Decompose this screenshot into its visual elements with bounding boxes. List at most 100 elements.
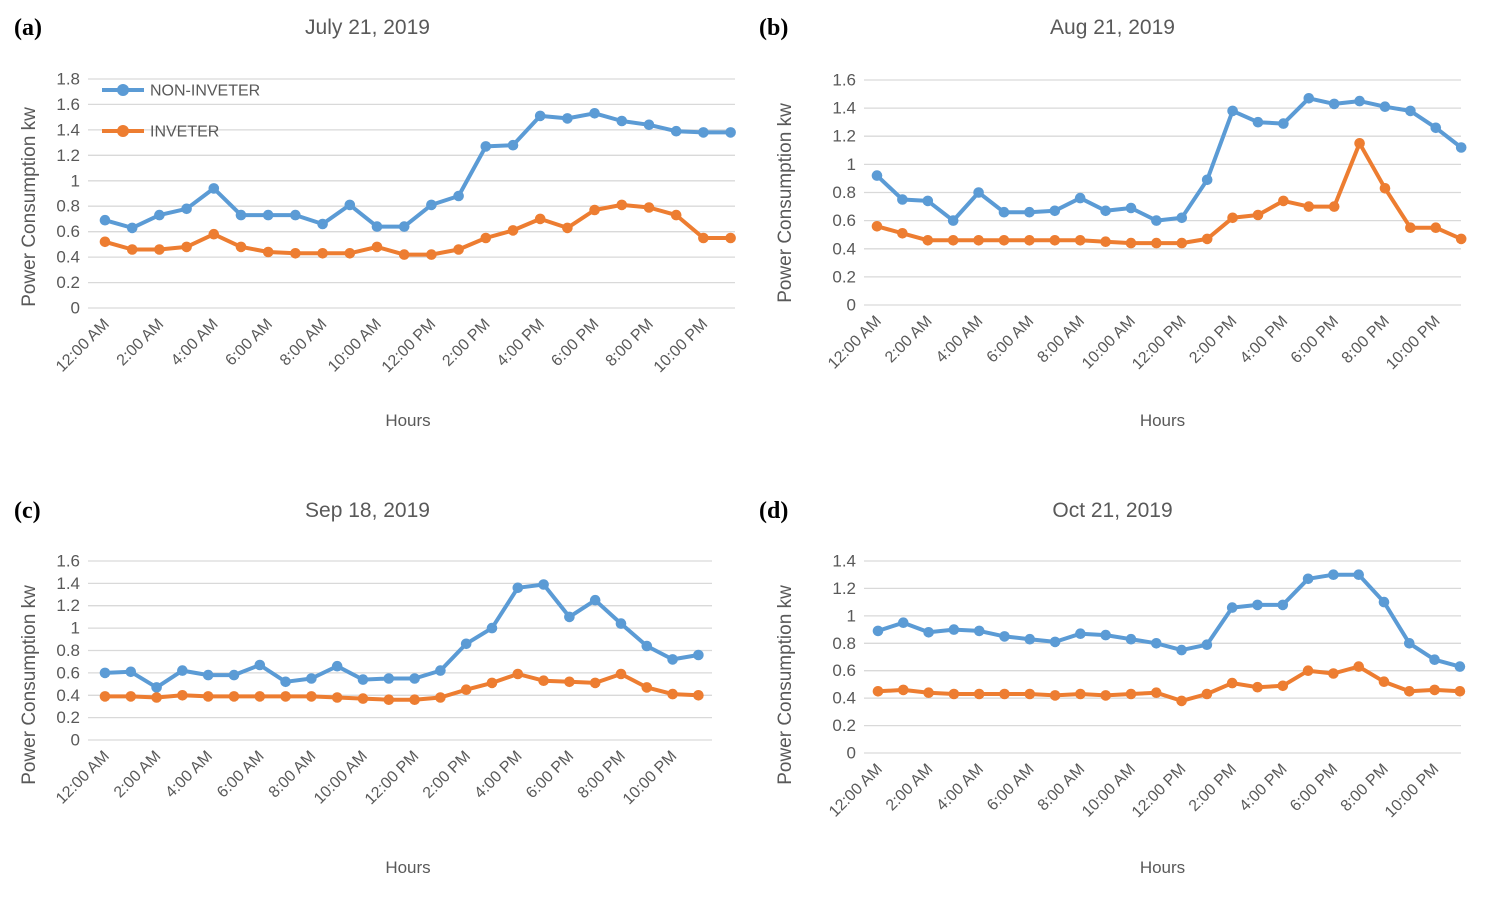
data-point-non-inveter bbox=[1024, 633, 1036, 645]
x-tick-label: 12:00 PM bbox=[1129, 761, 1189, 821]
data-point-inveter bbox=[698, 232, 709, 244]
data-point-non-inveter bbox=[615, 618, 627, 629]
y-tick-label: 1.6 bbox=[56, 95, 80, 114]
x-tick-label: 12:00 AM bbox=[826, 761, 886, 821]
data-point-non-inveter bbox=[872, 625, 884, 637]
data-point-inveter bbox=[998, 235, 1010, 246]
panel-letter: (d) bbox=[759, 498, 789, 524]
line-chart-d: 00.20.40.60.811.21.412:00 AM2:00 AM4:00 … bbox=[826, 552, 1466, 821]
data-point-inveter bbox=[923, 687, 934, 698]
data-point-inveter bbox=[562, 222, 573, 234]
data-point-non-inveter bbox=[1201, 639, 1213, 650]
data-point-inveter bbox=[667, 688, 678, 700]
data-point-non-inveter bbox=[154, 209, 165, 221]
x-tick-label: 2:00 AM bbox=[111, 748, 165, 802]
data-point-non-inveter bbox=[177, 665, 188, 676]
data-point-non-inveter bbox=[538, 579, 549, 590]
data-point-inveter bbox=[1024, 688, 1036, 700]
x-tick-label: 12:00 AM bbox=[825, 313, 885, 373]
data-point-non-inveter bbox=[357, 674, 369, 685]
data-point-inveter bbox=[1353, 661, 1364, 672]
x-tick-label: 10:00 AM bbox=[325, 316, 385, 376]
data-point-non-inveter bbox=[290, 209, 301, 221]
x-tick-label: 4:00 AM bbox=[933, 761, 987, 815]
x-axis-label: Hours bbox=[385, 411, 431, 430]
data-point-non-inveter bbox=[228, 669, 240, 681]
data-point-inveter bbox=[1226, 677, 1238, 689]
data-point-inveter bbox=[589, 677, 601, 689]
data-point-inveter bbox=[615, 668, 627, 680]
data-point-non-inveter bbox=[999, 631, 1010, 642]
panel-letter: (c) bbox=[14, 498, 41, 524]
series-line-inveter bbox=[875, 141, 1464, 246]
data-point-inveter bbox=[872, 686, 884, 697]
y-tick-label: 0.4 bbox=[832, 689, 856, 708]
data-point-non-inveter bbox=[125, 666, 137, 678]
y-tick-label: 0.4 bbox=[56, 248, 80, 267]
data-point-inveter bbox=[383, 694, 395, 705]
data-point-inveter bbox=[1049, 690, 1061, 701]
y-tick-label: 1.2 bbox=[832, 127, 856, 146]
data-point-inveter bbox=[1074, 235, 1086, 246]
data-point-non-inveter bbox=[235, 209, 247, 221]
data-point-non-inveter bbox=[181, 203, 192, 215]
data-point-inveter bbox=[1151, 237, 1162, 249]
data-point-non-inveter bbox=[1379, 101, 1391, 112]
data-point-inveter bbox=[922, 235, 934, 246]
data-point-inveter bbox=[1125, 688, 1137, 700]
data-point-non-inveter bbox=[973, 187, 984, 198]
panel-letter: (b) bbox=[759, 15, 789, 41]
data-point-inveter bbox=[725, 232, 736, 244]
x-tick-label: 4:00 AM bbox=[168, 316, 222, 370]
data-point-non-inveter bbox=[1328, 569, 1339, 580]
data-point-inveter bbox=[202, 691, 214, 702]
x-tick-label: 6:00 AM bbox=[984, 761, 1038, 815]
x-tick-label: 4:00 PM bbox=[1237, 313, 1291, 367]
x-tick-label: 12:00 AM bbox=[53, 748, 113, 808]
data-point-non-inveter bbox=[897, 194, 908, 205]
data-point-inveter bbox=[641, 682, 653, 693]
y-tick-label: 1.8 bbox=[56, 70, 80, 89]
y-axis-label: Power Consumption kw bbox=[775, 585, 796, 785]
data-point-inveter bbox=[1328, 201, 1340, 212]
panel-letter: (a) bbox=[14, 15, 42, 41]
data-point-non-inveter bbox=[1455, 142, 1467, 153]
data-point-non-inveter bbox=[1454, 661, 1466, 672]
data-point-non-inveter bbox=[534, 110, 546, 122]
line-chart-c: 00.20.40.60.811.21.41.612:00 AM2:00 AM4:… bbox=[53, 552, 712, 808]
data-point-non-inveter bbox=[923, 627, 934, 638]
data-point-inveter bbox=[871, 221, 883, 232]
data-point-inveter bbox=[99, 236, 111, 248]
x-tick-label: 12:00 PM bbox=[379, 316, 439, 376]
data-point-non-inveter bbox=[616, 115, 628, 127]
data-point-non-inveter bbox=[1252, 599, 1263, 611]
x-tick-label: 2:00 PM bbox=[439, 316, 493, 370]
data-point-inveter bbox=[254, 691, 266, 702]
chart-title: Oct 21, 2019 bbox=[1052, 499, 1173, 522]
data-point-inveter bbox=[1303, 201, 1315, 212]
data-point-non-inveter bbox=[725, 127, 736, 138]
data-point-inveter bbox=[398, 249, 410, 260]
data-point-non-inveter bbox=[1125, 202, 1137, 214]
data-point-inveter bbox=[344, 248, 356, 259]
data-point-non-inveter bbox=[280, 676, 291, 688]
x-tick-label: 12:00 PM bbox=[362, 748, 422, 808]
y-tick-label: 0.4 bbox=[832, 239, 856, 258]
data-point-non-inveter bbox=[1277, 599, 1289, 611]
y-tick-label: 1 bbox=[71, 619, 80, 638]
data-point-inveter bbox=[1252, 681, 1263, 693]
data-point-inveter bbox=[999, 688, 1010, 700]
data-point-non-inveter bbox=[480, 141, 492, 152]
panel-d: 0 0.2 0.4 0.6 0.8 1 1.2 1.4 12:00 AM 2:00 AM 4:00 … bbox=[745, 449, 1490, 897]
chart-title: July 21, 2019 bbox=[305, 16, 430, 39]
data-point-non-inveter bbox=[1378, 596, 1390, 608]
y-tick-label: 0 bbox=[847, 296, 856, 315]
data-point-inveter bbox=[534, 213, 546, 225]
line-chart-b: 00.20.40.60.811.21.41.612:00 AM2:00 AM4:… bbox=[825, 71, 1467, 373]
data-point-non-inveter bbox=[1328, 98, 1340, 110]
data-point-inveter bbox=[947, 235, 959, 246]
y-axis-label: Power Consumption kw bbox=[19, 107, 40, 307]
data-point-inveter bbox=[1049, 235, 1061, 246]
data-point-inveter bbox=[331, 692, 343, 703]
data-point-non-inveter bbox=[1354, 95, 1365, 107]
